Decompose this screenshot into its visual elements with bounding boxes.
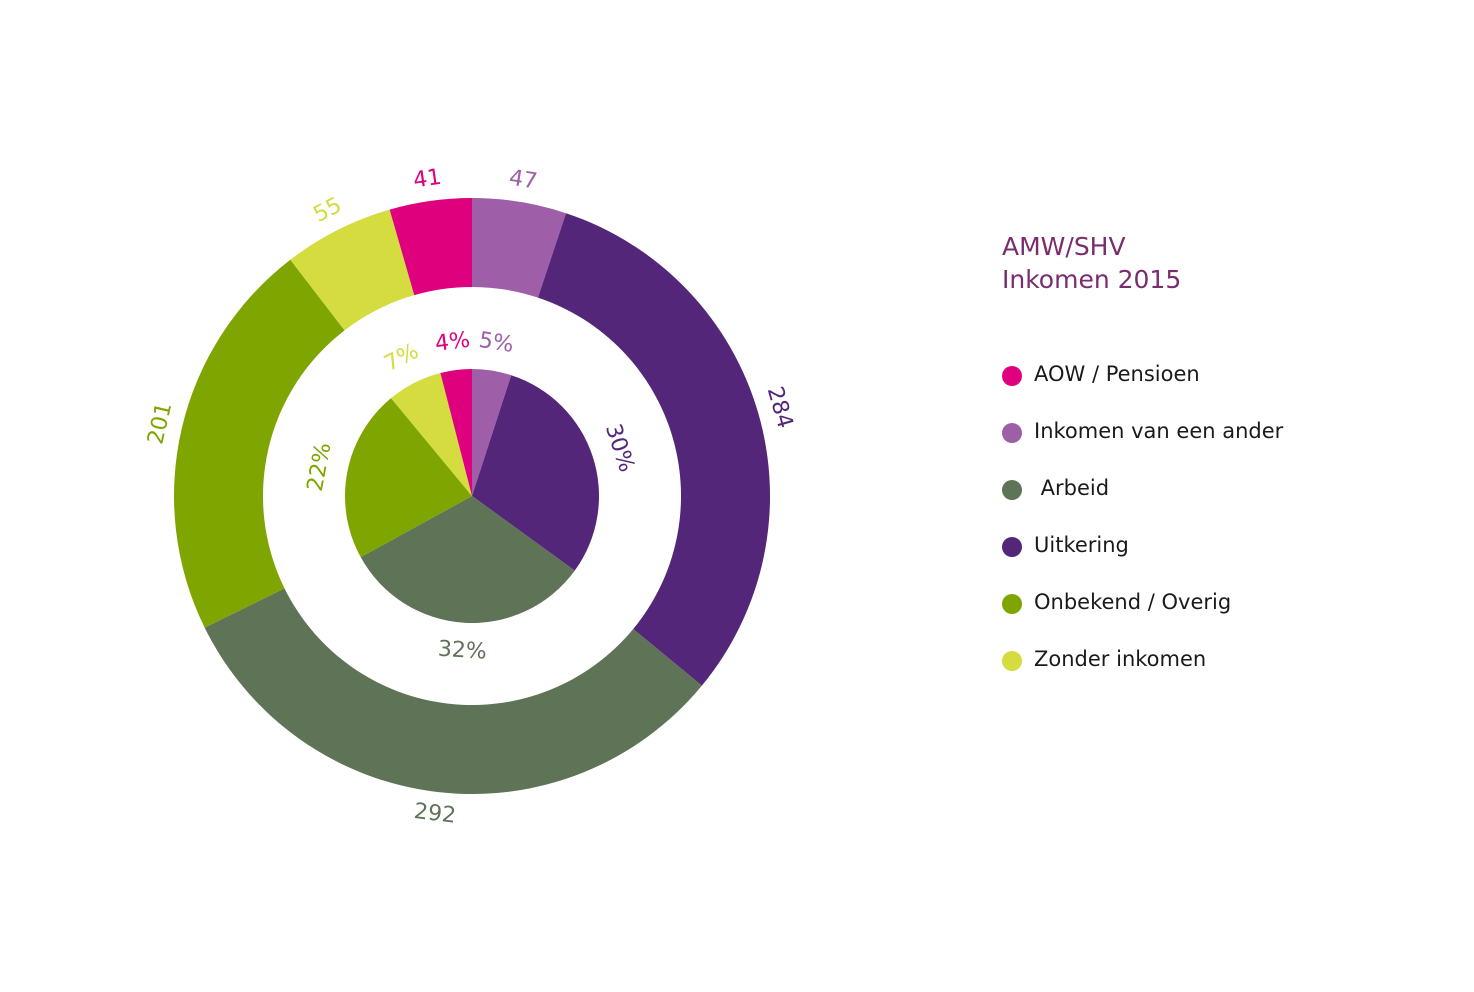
inner-percent-label-onbekend-overig: 22% xyxy=(303,441,337,494)
chart-title: AMW/SHV xyxy=(1002,232,1126,261)
legend-item-inkomen-van-een-ander: Inkomen van een ander xyxy=(1002,419,1283,476)
outer-value-label-inkomen-van-een-ander: 47 xyxy=(507,166,539,195)
chart-title-block: AMW/SHV Inkomen 2015 xyxy=(1002,230,1181,296)
inner-slice-inkomen-van-een-ander xyxy=(472,369,512,496)
inner-percent-label-inkomen-van-een-ander: 5% xyxy=(477,328,515,358)
inner-slice-arbeid xyxy=(360,496,575,623)
legend-item-zonder-inkomen: Zonder inkomen xyxy=(1002,647,1283,704)
legend-swatch xyxy=(1002,537,1022,557)
inner-slice-zonder-inkomen xyxy=(391,372,472,496)
legend-swatch xyxy=(1002,651,1022,671)
outer-segment-uitkering xyxy=(537,213,771,686)
legend-label: Zonder inkomen xyxy=(1034,647,1207,671)
outer-segment-aow-pensioen xyxy=(389,198,472,296)
legend: AOW / Pensioen Inkomen van een ander Arb… xyxy=(1002,362,1283,704)
legend-swatch xyxy=(1002,480,1022,500)
inner-percent-label-arbeid: 32% xyxy=(437,637,487,665)
legend-label: AOW / Pensioen xyxy=(1034,362,1200,386)
inner-percent-label-zonder-inkomen: 7% xyxy=(380,339,422,377)
outer-value-label-zonder-inkomen: 55 xyxy=(310,193,346,228)
outer-segment-inkomen-van-een-ander xyxy=(472,198,567,298)
outer-value-label-uitkering: 284 xyxy=(762,384,798,431)
outer-segment-zonder-inkomen xyxy=(290,209,415,331)
outer-value-label-aow-pensioen: 41 xyxy=(412,165,443,194)
legend-item-onbekend-overig: Onbekend / Overig xyxy=(1002,590,1283,647)
outer-segment-onbekend-overig xyxy=(173,259,345,628)
legend-label: Inkomen van een ander xyxy=(1034,419,1284,443)
legend-label: Onbekend / Overig xyxy=(1034,590,1232,614)
legend-item-uitkering: Uitkering xyxy=(1002,533,1283,590)
outer-segment-arbeid xyxy=(204,588,702,794)
outer-value-label-onbekend-overig: 201 xyxy=(143,400,177,447)
legend-swatch xyxy=(1002,594,1022,614)
inner-slice-aow-pensioen xyxy=(440,369,472,496)
chart-subtitle: Inkomen 2015 xyxy=(1002,265,1182,294)
outer-value-label-arbeid: 292 xyxy=(413,799,458,829)
legend-item-aow-pensioen: AOW / Pensioen xyxy=(1002,362,1283,419)
legend-swatch xyxy=(1002,366,1022,386)
inner-percent-label-aow-pensioen: 4% xyxy=(434,328,472,357)
legend-label: Uitkering xyxy=(1034,533,1129,557)
legend-swatch xyxy=(1002,423,1022,443)
legend-item-arbeid: Arbeid xyxy=(1002,476,1283,533)
inner-slice-onbekend-overig xyxy=(345,398,472,558)
legend-label: Arbeid xyxy=(1034,476,1110,500)
inner-percent-label-uitkering: 30% xyxy=(600,421,639,475)
inner-slice-uitkering xyxy=(472,375,599,571)
